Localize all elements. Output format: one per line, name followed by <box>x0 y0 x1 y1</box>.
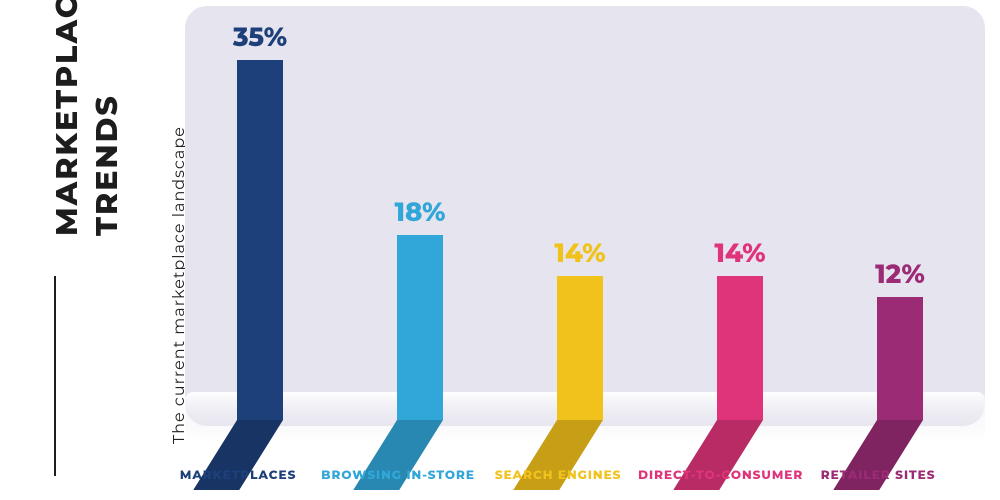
vertical-title-block: MARKETPLACE TRENDS <box>0 0 120 500</box>
bar <box>877 297 923 420</box>
x-axis-label: SEARCH ENGINES <box>478 468 638 483</box>
x-axis-label: MARKETPLACES <box>158 468 318 483</box>
title-line-1: MARKETPLACE <box>48 0 85 236</box>
bar <box>397 235 443 420</box>
x-axis-label: DIRECT-TO-CONSUMER <box>638 468 798 483</box>
bar <box>237 60 283 420</box>
bar <box>557 276 603 420</box>
x-axis-label: BROWSING IN-STORE <box>318 468 478 483</box>
x-axis-label: RETAILER SITES <box>798 468 958 483</box>
bar-value-label: 35% <box>232 21 287 53</box>
bar-value-label: 14% <box>714 237 765 269</box>
infographic-root: MARKETPLACE TRENDS The current marketpla… <box>0 0 1000 500</box>
bar-value-label: 18% <box>395 196 446 228</box>
bar-chart: 35% 18% 14% 14% 12% <box>185 0 985 500</box>
bar-value-label: 12% <box>875 258 925 290</box>
x-axis-labels: MARKETPLACESBROWSING IN-STORESEARCH ENGI… <box>185 468 985 498</box>
title-line-2: TRENDS <box>88 94 125 236</box>
bar-value-label: 14% <box>554 237 605 269</box>
bar <box>717 276 763 420</box>
title-rule <box>54 276 56 476</box>
